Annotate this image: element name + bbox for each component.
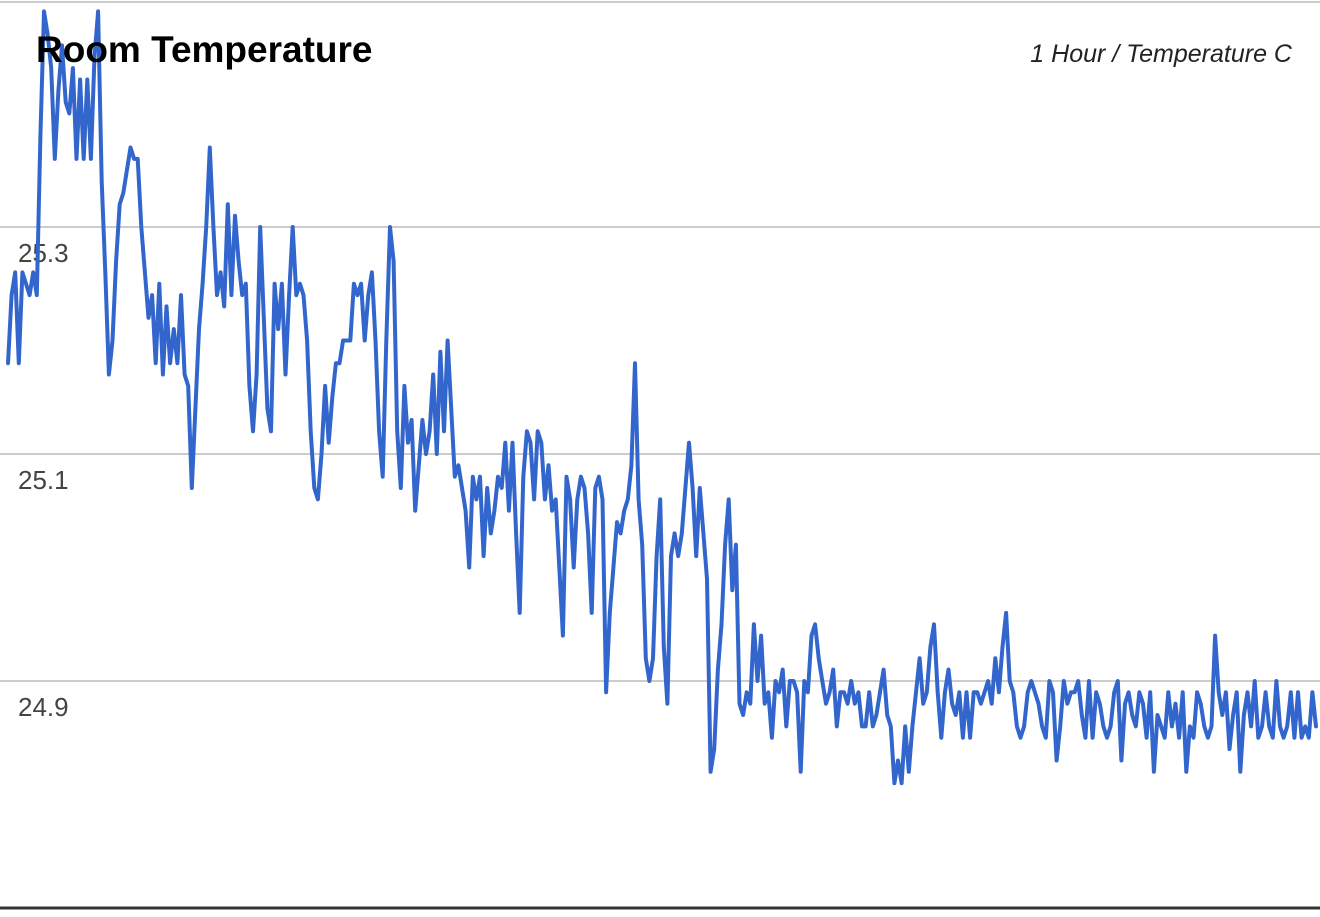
series-line-temperature [6,9,1318,786]
chart-subtitle: 1 Hour / Temperature C [1030,40,1293,68]
gridlines [0,226,1320,682]
y-tick-label: 25.3 [18,238,69,268]
y-tick-label: 25.1 [18,465,69,495]
y-tick-label: 24.9 [18,692,69,722]
y-axis-tick-labels: 24.9 25.1 25.3 [18,238,69,722]
chart-title: Room Temperature [36,29,373,70]
